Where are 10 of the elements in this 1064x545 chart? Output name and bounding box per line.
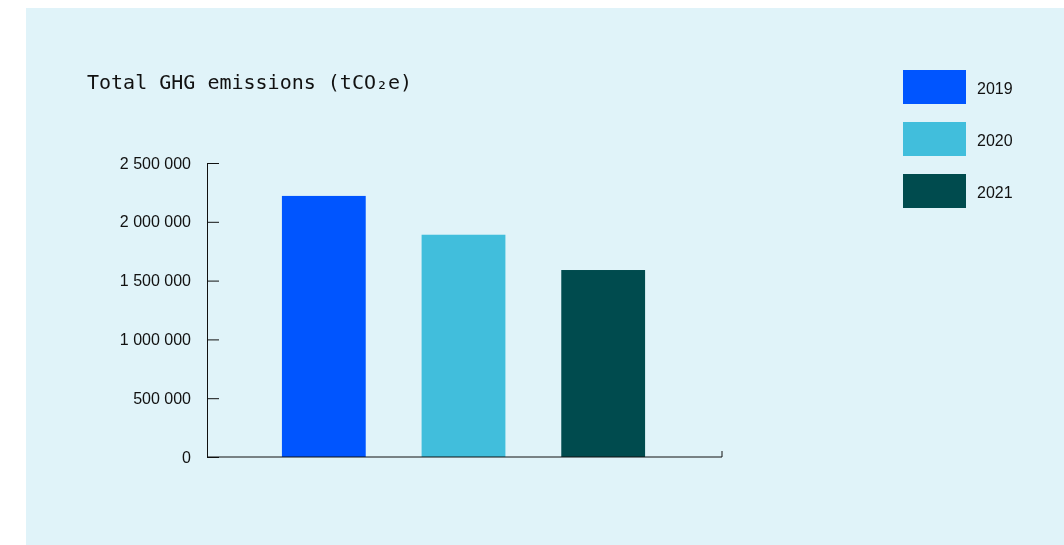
y-tick-label: 2 500 000 bbox=[119, 154, 192, 172]
legend-label: 2019 bbox=[977, 80, 1013, 97]
y-tick-label: 2 000 000 bbox=[119, 213, 192, 231]
legend-label: 2020 bbox=[977, 132, 1013, 149]
y-tick-label: 1 000 000 bbox=[119, 331, 192, 349]
chart-title: Total GHG emissions (tCO₂e) bbox=[87, 70, 413, 94]
y-tick-label: 0 bbox=[182, 448, 192, 466]
y-tick-label: 1 500 000 bbox=[119, 272, 192, 290]
y-tick-label: 500 000 bbox=[133, 389, 192, 407]
legend-label: 2021 bbox=[977, 184, 1013, 201]
